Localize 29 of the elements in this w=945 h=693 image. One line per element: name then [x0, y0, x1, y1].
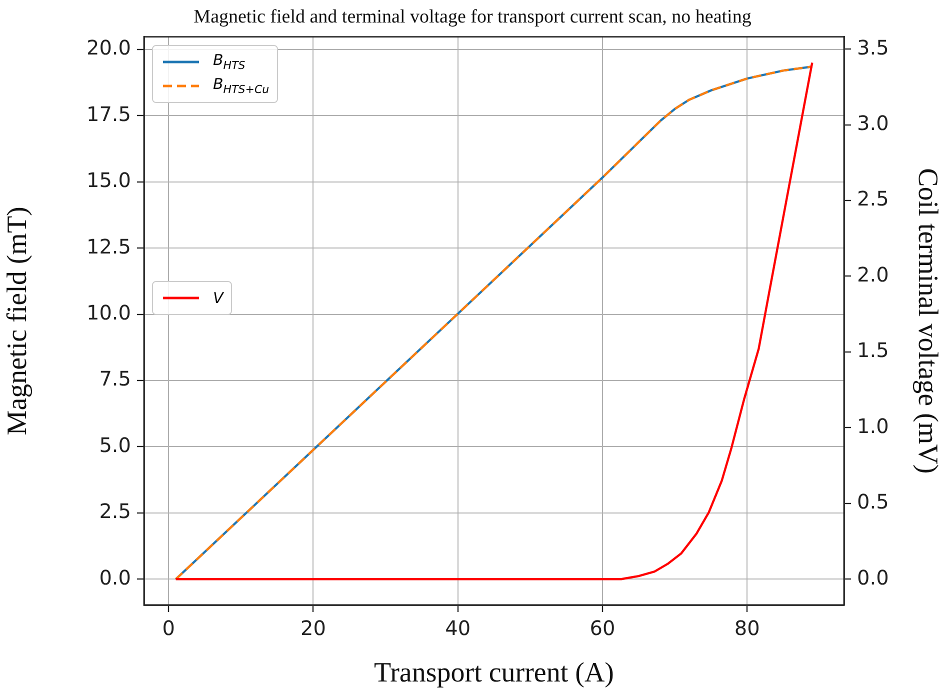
- y-tick-label: 2.5: [99, 499, 131, 524]
- y2-tick-label: 3.5: [857, 35, 889, 60]
- x-tick-label: 20: [300, 616, 326, 640]
- y-tick-label: 17.5: [86, 102, 131, 126]
- legend-label: B$_{HTS+Cu}$: [213, 75, 270, 96]
- x-tick-label: 60: [590, 616, 616, 640]
- y-tick-label: 7.5: [99, 366, 131, 391]
- legend-label: B$_{HTS}$: [213, 51, 246, 72]
- y2-tick-label: 1.0: [857, 414, 889, 438]
- y2-tick-label: 1.5: [857, 338, 889, 362]
- x-tick-label: 40: [445, 616, 471, 640]
- y-tick-label: 10.0: [86, 300, 131, 324]
- y2-axis-title: Coil terminal voltage (mV): [912, 168, 943, 474]
- x-tick-label: 0: [162, 616, 175, 640]
- legend-label: V: [213, 288, 224, 307]
- y2-tick-label: 2.0: [857, 262, 889, 286]
- y2-tick-label: 2.5: [857, 186, 889, 211]
- y-tick-label: 12.5: [86, 234, 131, 258]
- y2-tick-label: 0.5: [857, 490, 889, 514]
- chart-title: Magnetic field and terminal voltage for transport current scan, no heating: [194, 6, 752, 28]
- x-axis-title: Transport current (A): [374, 658, 614, 689]
- y-tick-label: 15.0: [86, 168, 131, 192]
- y2-tick-label: 0.0: [857, 565, 889, 590]
- y-tick-label: 20.0: [86, 36, 131, 60]
- x-tick-label: 80: [734, 616, 760, 640]
- y-tick-label: 0.0: [99, 565, 131, 590]
- y-tick-label: 5.0: [99, 432, 131, 457]
- y2-tick-label: 3.0: [857, 110, 889, 135]
- y-axis-title: Magnetic field (mT): [2, 206, 34, 436]
